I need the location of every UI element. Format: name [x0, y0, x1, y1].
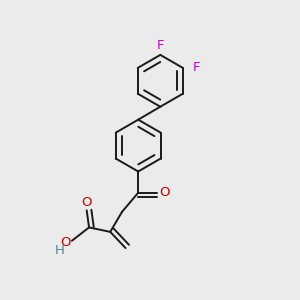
- Text: O: O: [60, 236, 71, 249]
- Text: F: F: [193, 61, 200, 74]
- Text: F: F: [157, 39, 164, 52]
- Text: O: O: [81, 196, 92, 209]
- Text: H: H: [54, 244, 64, 257]
- Text: O: O: [160, 186, 170, 199]
